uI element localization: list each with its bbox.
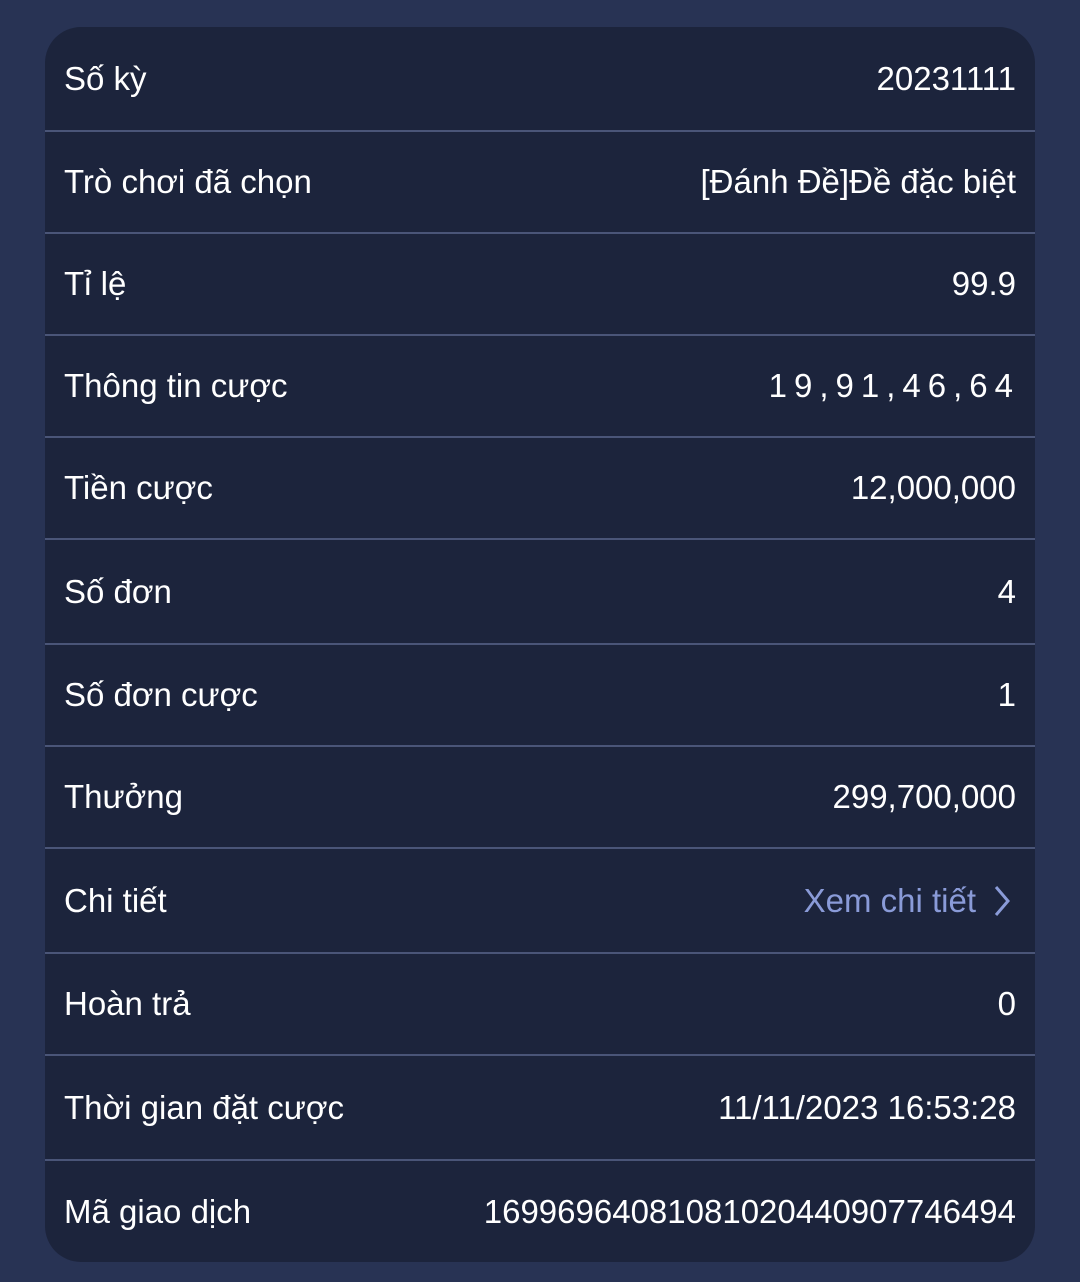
game-value: [Đánh Đề]Đề đặc biệt <box>700 163 1016 200</box>
row-odds: Tỉ lệ 99.9 <box>45 234 1035 336</box>
row-prize: Thưởng 299,700,000 <box>45 747 1035 849</box>
row-orders: Số đơn 4 <box>45 540 1035 645</box>
row-bet-info: Thông tin cược 19,91,46,64 <box>45 336 1035 438</box>
bet-info-label: Thông tin cược <box>64 367 288 404</box>
orders-label: Số đơn <box>64 572 172 610</box>
row-transaction-id: Mã giao dịch 169969640810810204409077464… <box>45 1161 1035 1262</box>
stake-label: Tiền cược <box>64 469 213 506</box>
row-details: Chi tiết Xem chi tiết <box>45 849 1035 954</box>
row-game: Trò chơi đã chọn [Đánh Đề]Đề đặc biệt <box>45 132 1035 234</box>
row-bet-orders: Số đơn cược 1 <box>45 645 1035 747</box>
bet-orders-label: Số đơn cược <box>64 676 258 713</box>
row-stake: Tiền cược 12,000,000 <box>45 438 1035 540</box>
prize-label: Thưởng <box>64 778 183 815</box>
period-label: Số kỳ <box>64 59 147 97</box>
row-period: Số kỳ 20231111 <box>45 27 1035 132</box>
game-label: Trò chơi đã chọn <box>64 163 312 200</box>
odds-value: 99.9 <box>951 265 1016 302</box>
stake-value: 12,000,000 <box>850 469 1016 506</box>
prize-value: 299,700,000 <box>832 778 1016 815</box>
view-details-text: Xem chi tiết <box>803 881 976 919</box>
bet-detail-card: Số kỳ 20231111 Trò chơi đã chọn [Đánh Đề… <box>45 27 1035 1262</box>
period-value: 20231111 <box>876 59 1016 97</box>
bet-time-label: Thời gian đặt cược <box>64 1088 344 1126</box>
bet-orders-value: 1 <box>997 676 1016 713</box>
row-refund: Hoàn trả 0 <box>45 954 1035 1056</box>
bet-info-value: 19,91,46,64 <box>768 367 1020 404</box>
chevron-right-icon <box>994 885 1010 916</box>
row-bet-time: Thời gian đặt cược 11/11/2023 16:53:28 <box>45 1056 1035 1161</box>
view-details-link[interactable]: Xem chi tiết <box>804 882 1016 920</box>
transaction-id-value: 16996964081081020440907746494 <box>483 1192 1016 1230</box>
orders-value: 4 <box>997 572 1016 610</box>
refund-label: Hoàn trả <box>64 985 191 1022</box>
bet-time-value: 11/11/2023 16:53:28 <box>718 1088 1016 1126</box>
transaction-id-label: Mã giao dịch <box>64 1192 252 1230</box>
odds-label: Tỉ lệ <box>64 265 127 302</box>
details-label: Chi tiết <box>64 881 167 919</box>
refund-value: 0 <box>997 985 1016 1022</box>
